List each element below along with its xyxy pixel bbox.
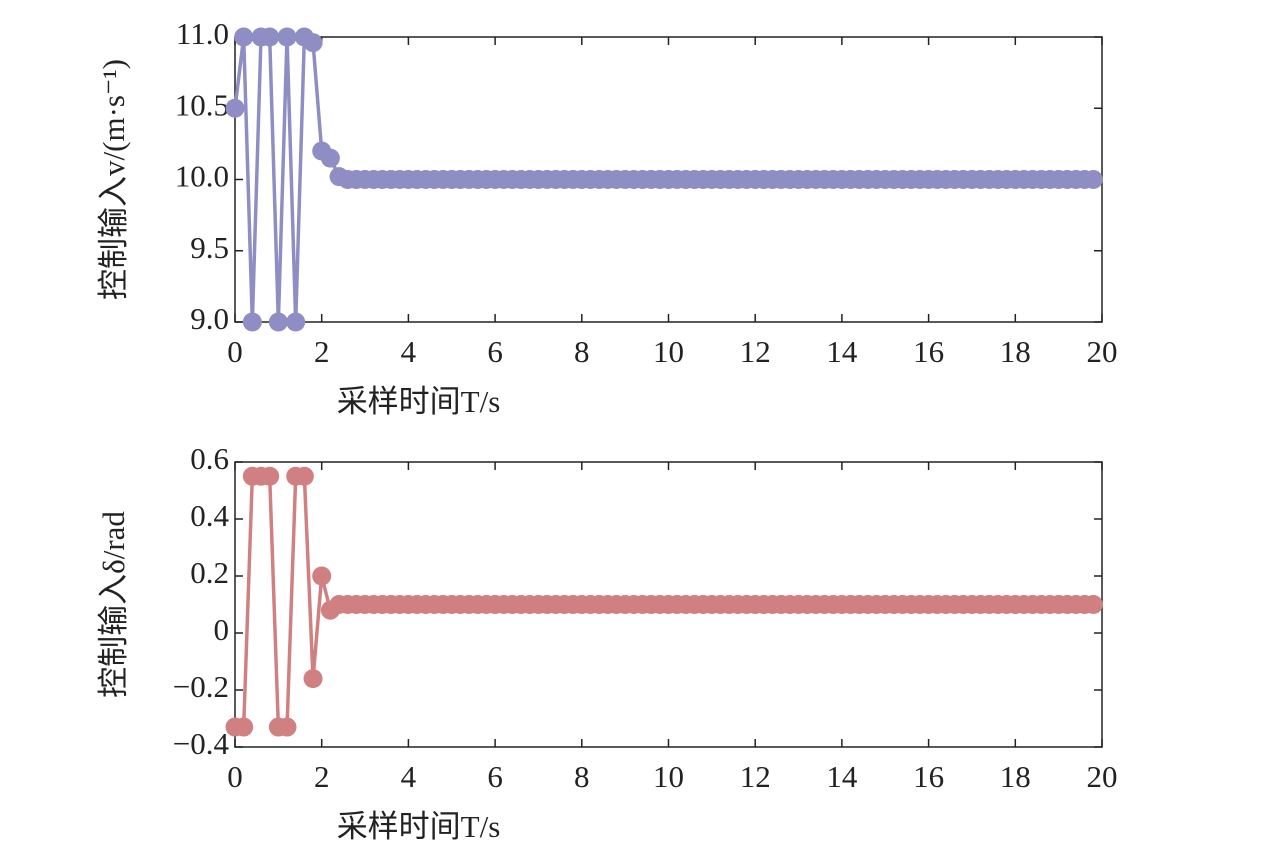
data-point: [1083, 170, 1103, 189]
data-point: [260, 466, 280, 486]
y-tick-label: 0: [214, 612, 230, 647]
x-tick-label: 16: [913, 759, 944, 794]
data-point: [312, 566, 332, 586]
x-tick-label: 10: [653, 334, 684, 369]
x-tick-label: 6: [487, 334, 503, 369]
x-tick-label: 14: [826, 334, 858, 369]
data-point: [277, 717, 297, 737]
x-tick-label: 10: [653, 759, 684, 794]
data-point: [234, 27, 254, 47]
data-point: [234, 717, 254, 737]
y-axis-label: 控制输入δ/rad: [96, 511, 131, 698]
x-tick-label: 8: [574, 759, 590, 794]
y-tick-label: 0.2: [190, 555, 229, 590]
data-point: [1083, 595, 1103, 614]
x-tick-label: 20: [1087, 759, 1118, 794]
x-tick-label: 0: [227, 334, 243, 369]
data-point: [268, 312, 288, 332]
x-axis-label: 采样时间T/s: [337, 384, 501, 419]
x-tick-label: 20: [1087, 334, 1118, 369]
x-tick-label: 4: [401, 759, 417, 794]
x-tick-label: 8: [574, 334, 590, 369]
x-tick-label: 2: [314, 759, 330, 794]
data-point: [260, 27, 280, 47]
y-tick-label: 0.6: [190, 441, 229, 476]
x-tick-label: 16: [913, 334, 944, 369]
panel: −0.4 −0.2 0 0.2 0.4 0.6 0 2 4 6 8 10 12 14 16 18 20 采样时间T…: [96, 441, 1117, 844]
x-tick-label: 4: [401, 334, 417, 369]
data-point: [320, 148, 340, 168]
x-tick-label: 12: [740, 759, 771, 794]
data-point: [294, 466, 314, 486]
x-tick-label: 12: [740, 334, 771, 369]
x-tick-label: 2: [314, 334, 330, 369]
y-tick-label: 10.0: [175, 159, 229, 194]
x-axis-label: 采样时间T/s: [337, 809, 501, 844]
y-tick-label: 9.5: [190, 230, 229, 265]
y-tick-label: 9.0: [190, 301, 229, 336]
y-axis-label: 控制输入v/(m·s⁻¹): [96, 59, 131, 300]
y-tick-label: 11.0: [176, 16, 229, 51]
y-tick-label: 10.5: [175, 87, 229, 122]
panel: 9.0 9.5 10.0 10.5 11.0 0 2 4 6 8 10 12 14 16 18 20 采样时间T…: [96, 16, 1117, 419]
data-point: [286, 312, 306, 332]
y-tick-label: −0.2: [173, 669, 229, 704]
x-tick-label: 0: [227, 759, 243, 794]
y-tick-label: −0.4: [173, 726, 230, 761]
data-point: [242, 312, 262, 332]
data-point: [277, 27, 297, 47]
data-point: [303, 33, 323, 53]
x-tick-label: 14: [826, 759, 858, 794]
data-point: [303, 669, 323, 689]
x-tick-label: 6: [487, 759, 503, 794]
x-tick-label: 18: [1000, 759, 1031, 794]
data-point: [225, 98, 245, 118]
y-tick-label: 0.4: [190, 498, 229, 533]
x-tick-label: 18: [1000, 334, 1031, 369]
